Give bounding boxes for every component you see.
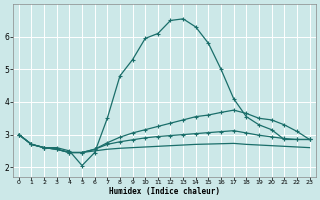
X-axis label: Humidex (Indice chaleur): Humidex (Indice chaleur) [109, 187, 220, 196]
